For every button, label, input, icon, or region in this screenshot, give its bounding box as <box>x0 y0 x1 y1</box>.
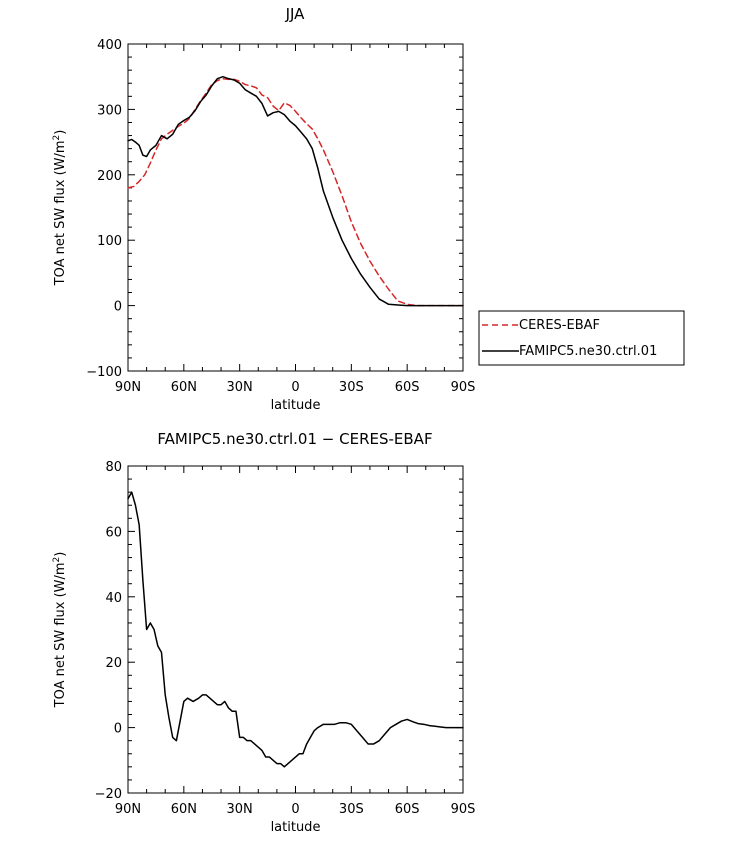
bottom-series-group <box>127 491 464 768</box>
legend-label-ceres: CERES-EBAF <box>519 318 600 333</box>
bottom-x-tick-label: 90S <box>451 802 476 817</box>
bottom-y-tick-label: 60 <box>105 525 122 540</box>
legend-label-famipc5: FAMIPC5.ne30.ctrl.01 <box>519 344 657 359</box>
top-panel: JJA 90N 60N 30N 0 30S 60S 90S −100 0 100 200 300 400… <box>52 5 475 413</box>
top-y-tick-label: 200 <box>97 169 122 184</box>
top-x-tick-label: 90N <box>115 380 141 395</box>
top-y-tick-label: 0 <box>114 300 122 315</box>
bottom-y-axis-title-end: ) <box>53 552 68 557</box>
top-axis-ticks: 90N 60N 30N 0 30S 60S 90S −100 0 100 200 300 400 <box>86 38 475 395</box>
top-x-tick-label: 90S <box>451 380 476 395</box>
legend-box <box>478 310 685 366</box>
top-plot-frame <box>127 43 464 372</box>
bottom-y-tick-label: 40 <box>105 591 122 606</box>
bottom-y-axis-title: TOA net SW flux (W/m2) <box>52 552 68 709</box>
bottom-y-tick-label: −20 <box>95 787 122 802</box>
top-x-tick-label: 60S <box>395 380 420 395</box>
top-x-tick-label: 0 <box>291 380 299 395</box>
bottom-y-axis-title-main: TOA net SW flux (W/m <box>53 562 68 708</box>
top-x-tick-label: 30N <box>227 380 253 395</box>
bottom-plot-title: FAMIPC5.ne30.ctrl.01 − CERES-EBAF <box>157 430 432 448</box>
bottom-x-tick-label: 0 <box>291 802 299 817</box>
top-y-tick-label: 300 <box>97 103 122 118</box>
bottom-axis-ticks: 90N 60N 30N 0 30S 60S 90S −20 0 20 40 60 80 <box>95 460 476 817</box>
top-y-axis-title-main: TOA net SW flux (W/m <box>53 140 68 286</box>
bottom-plot-frame <box>127 465 464 794</box>
bottom-series-line-0 <box>127 491 464 768</box>
bottom-x-tick-label: 30N <box>227 802 253 817</box>
top-series-group <box>127 75 464 307</box>
bottom-y-tick-label: 0 <box>114 722 122 737</box>
bottom-x-tick-label: 90N <box>115 802 141 817</box>
top-x-tick-label: 30S <box>339 380 364 395</box>
bottom-x-tick-label: 60S <box>395 802 420 817</box>
top-y-tick-label: 400 <box>97 38 122 53</box>
top-y-tick-label: −100 <box>86 365 122 380</box>
bottom-x-tick-label: 60N <box>171 802 197 817</box>
legend: CERES-EBAF FAMIPC5.ne30.ctrl.01 <box>478 310 685 366</box>
bottom-y-tick-label: 80 <box>105 460 122 475</box>
top-y-tick-label: 100 <box>97 234 122 249</box>
bottom-panel: FAMIPC5.ne30.ctrl.01 − CERES-EBAF 90N 60N… <box>52 430 475 835</box>
top-x-tick-label: 60N <box>171 380 197 395</box>
top-series-line-ceres-ebaf <box>127 77 464 307</box>
top-x-axis-title: latitude <box>271 398 321 413</box>
bottom-x-tick-label: 30S <box>339 802 364 817</box>
top-y-axis-title: TOA net SW flux (W/m2) <box>52 130 68 287</box>
bottom-y-axis-title-sup: 2 <box>52 557 62 563</box>
top-y-axis-title-sup: 2 <box>52 135 62 141</box>
top-y-axis-title-end: ) <box>53 130 68 135</box>
bottom-x-axis-title: latitude <box>271 820 321 835</box>
top-plot-title: JJA <box>285 5 306 23</box>
top-series-line-famipc5-ne30-ctrl-01 <box>127 75 464 307</box>
bottom-y-tick-label: 20 <box>105 656 122 671</box>
